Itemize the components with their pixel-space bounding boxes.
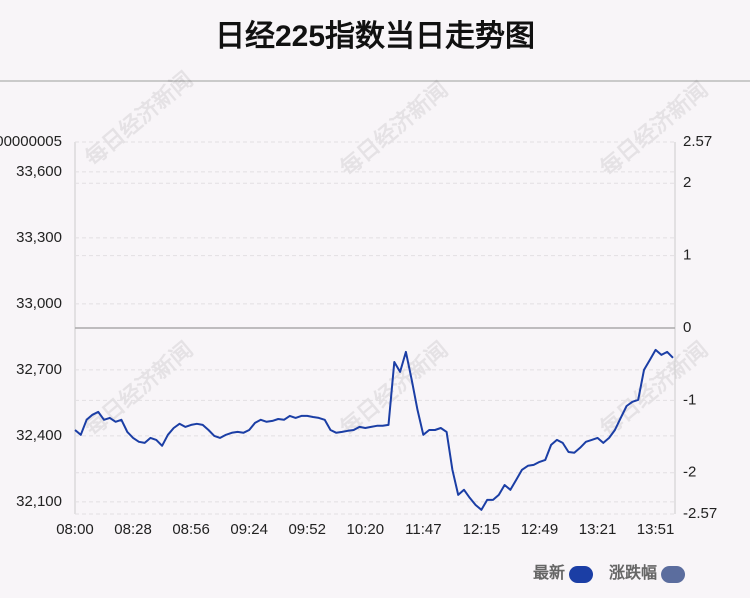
y-tick-label: 32,400	[16, 427, 62, 444]
y2-tick-label: -2	[683, 464, 696, 481]
watermark: 每日经济新闻	[335, 77, 452, 181]
legend-swatch	[569, 566, 594, 583]
x-tick-label: 09:52	[288, 521, 326, 538]
x-tick-label: 08:00	[56, 521, 94, 538]
y-tick-label: 33,736.0000000005	[0, 133, 62, 150]
y-tick-label: 32,100	[16, 493, 62, 510]
x-tick-label: 08:28	[114, 521, 152, 538]
y-tick-label: 33,000	[16, 295, 62, 312]
y2-tick-label: -2.57	[683, 505, 717, 522]
x-tick-label: 09:24	[230, 521, 268, 538]
y-tick-label: 33,600	[16, 163, 62, 180]
y2-tick-label: 2	[683, 174, 691, 191]
x-tick-label: 08:56	[172, 521, 210, 538]
watermark: 每日经济新闻	[80, 67, 197, 171]
x-tick-label: 13:21	[579, 521, 617, 538]
legend-label: 涨跌幅	[609, 563, 657, 582]
legend-swatch	[661, 566, 686, 583]
chart-title: 日经225指数当日走势图	[215, 19, 535, 53]
y2-tick-label: 1	[683, 247, 691, 264]
x-tick-label: 12:15	[463, 521, 501, 538]
watermark: 每日经济新闻	[595, 77, 712, 181]
y-tick-label: 32,700	[16, 361, 62, 378]
y2-tick-label: 2.57	[683, 133, 712, 150]
x-tick-label: 11:47	[405, 521, 441, 538]
y2-tick-label: 0	[683, 319, 691, 336]
legend-label: 最新	[533, 563, 565, 582]
y-tick-label: 33,300	[16, 229, 62, 246]
x-tick-label: 13:51	[637, 521, 675, 538]
x-tick-label: 10:20	[347, 521, 385, 538]
watermark: 每日经济新闻	[335, 337, 452, 441]
price-line	[74, 348, 674, 511]
x-tick-label: 12:49	[521, 521, 559, 538]
y2-tick-label: -1	[683, 391, 696, 408]
